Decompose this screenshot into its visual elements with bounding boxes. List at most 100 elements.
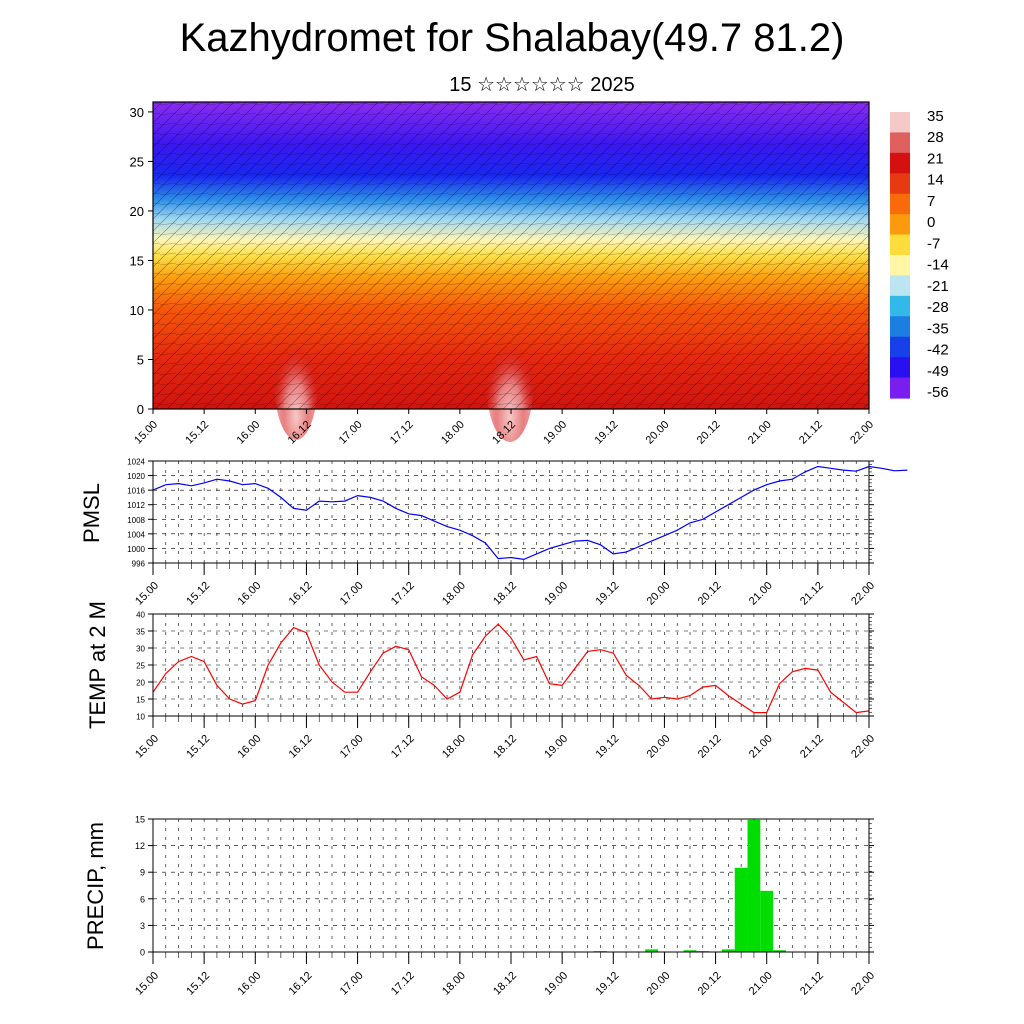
- precip-xtick-label: 15.12: [184, 970, 212, 998]
- precip-ytick-label: 6: [140, 894, 145, 904]
- chart-title: Kazhydromet for Shalabay(49.7 81.2): [179, 16, 845, 60]
- colorbar-swatch: [890, 377, 910, 399]
- xsec-xtick-label: 16.00: [234, 419, 262, 447]
- precip-xtick-label: 16.00: [235, 970, 263, 998]
- xsec-xtick-label: 20.00: [644, 419, 672, 447]
- colorbar-label: 7: [927, 193, 935, 210]
- precip-xtick-label: 16.12: [287, 970, 315, 998]
- pmsl-ytick-label: 1008: [127, 516, 145, 525]
- temp-ytick-label: 15: [136, 696, 145, 705]
- colorbar-label: -56: [927, 384, 949, 401]
- precip-xtick-label: 21.00: [747, 970, 775, 998]
- precip-ytick-label: 9: [140, 868, 145, 878]
- temp-ytick-label: 30: [136, 645, 145, 654]
- wind-field-lines-2: [153, 102, 869, 409]
- temp-xtick-label: 17.00: [338, 733, 366, 761]
- pmsl-xtick-label: 18.00: [440, 580, 468, 608]
- pmsl-xtick-label: 21.00: [747, 580, 775, 608]
- colorbar-swatch: [890, 234, 910, 256]
- xsec-xtick-label: 18.00: [439, 419, 467, 447]
- xsec-xtick-label: 21.00: [746, 419, 774, 447]
- precip-bar: [645, 949, 659, 952]
- precip-xtick-label: 17.00: [338, 970, 366, 998]
- colorbar-label: 35: [927, 108, 944, 125]
- pmsl-xtick-label: 16.00: [235, 580, 263, 608]
- colorbar-label: 21: [927, 150, 944, 167]
- xsec-xtick-label: 15.12: [183, 419, 211, 447]
- pmsl-ytick-label: 996: [132, 560, 146, 569]
- colorbar-swatch: [890, 255, 910, 277]
- precip-axis-label: PRECIP, mm: [83, 822, 108, 950]
- pmsl-xtick-label: 17.12: [389, 580, 417, 608]
- colorbar-swatch: [890, 214, 910, 236]
- xsec-ytick-label: 15: [130, 253, 144, 268]
- xsec-xtick-label: 19.00: [541, 419, 569, 447]
- xsec-ytick-label: 25: [130, 154, 144, 169]
- colorbar-label: -49: [927, 363, 949, 380]
- precip-ytick-label: 12: [135, 841, 145, 851]
- colorbar: 35 28 21 14 7 0 -7 -14 -21 -28 -35 -42 -49 -56: [890, 108, 949, 401]
- temp-xtick-label: 19.00: [542, 733, 570, 761]
- precip-ytick-label: 0: [140, 948, 145, 958]
- colorbar-label: -28: [927, 299, 949, 316]
- colorbar-swatch: [890, 152, 910, 174]
- precip-ytick-label: 15: [135, 815, 145, 825]
- precip-bar: [734, 867, 748, 952]
- xsec-xtick-label: 20.12: [695, 419, 723, 447]
- colorbar-label: 28: [927, 129, 944, 146]
- precip-bar: [721, 949, 735, 952]
- pmsl-ytick-label: 1024: [127, 458, 145, 467]
- pmsl-axis-label: PMSL: [79, 483, 104, 543]
- xsec-xtick-label: 22.00: [848, 419, 876, 447]
- pmsl-ytick-label: 1004: [127, 530, 145, 539]
- temp-axis-label: TEMP at 2 M: [85, 601, 110, 729]
- colorbar-swatch: [890, 295, 910, 317]
- precip-xtick-label: 18.00: [440, 970, 468, 998]
- colorbar-swatch: [890, 316, 910, 338]
- colorbar-swatch: [890, 173, 910, 195]
- temp-xtick-label: 20.12: [696, 733, 724, 761]
- xsec-xtick-label: 15.00: [132, 419, 160, 447]
- colorbar-swatch: [890, 193, 910, 215]
- precip-ytick-label: 3: [140, 921, 145, 931]
- pmsl-xtick-label: 15.00: [133, 580, 161, 608]
- xsec-xtick-label: 21.12: [797, 419, 825, 447]
- pmsl-xtick-label: 16.12: [287, 580, 315, 608]
- xsec-ytick-label: 30: [130, 105, 144, 120]
- precip-xtick-label: 18.12: [491, 970, 519, 998]
- temp-ytick-label: 35: [136, 628, 145, 637]
- precip-plot: PRECIP, mm 0 3 6 9 12 15 15.00 15.12 16.00 16.12 1…: [83, 815, 877, 998]
- precip-xtick-label: 20.12: [696, 970, 724, 998]
- pmsl-xtick-label: 15.12: [184, 580, 212, 608]
- temp-xtick-label: 15.00: [133, 733, 161, 761]
- colorbar-swatch: [890, 357, 910, 379]
- precip-xtick-label: 15.00: [133, 970, 161, 998]
- xsec-xtick-label: 17.12: [388, 419, 416, 447]
- temp-ytick-label: 20: [136, 679, 145, 688]
- temp-xtick-label: 15.12: [184, 733, 212, 761]
- colorbar-swatch: [890, 275, 910, 297]
- precip-xtick-label: 21.12: [798, 970, 826, 998]
- precip-xtick-label: 19.00: [542, 970, 570, 998]
- temp-xtick-label: 21.12: [798, 733, 826, 761]
- xsec-xtick-label: 19.12: [592, 419, 620, 447]
- temp-xtick-label: 16.12: [287, 733, 315, 761]
- colorbar-label: -21: [927, 278, 949, 295]
- pmsl-plot: PMSL 996 1000 1004 1008 1012 1016 1020 1024 15.0…: [79, 458, 908, 608]
- pmsl-xtick-label: 19.00: [542, 580, 570, 608]
- colorbar-swatch: [890, 132, 910, 154]
- pmsl-xtick-label: 20.00: [645, 580, 673, 608]
- temp-xtick-label: 21.00: [747, 733, 775, 761]
- precip-xtick-label: 22.00: [849, 970, 877, 998]
- pmsl-xtick-label: 18.12: [491, 580, 519, 608]
- xsec-ytick-label: 20: [130, 204, 144, 219]
- precip-bar: [760, 890, 774, 952]
- colorbar-label: -7: [927, 235, 940, 252]
- temp-ytick-label: 25: [136, 662, 145, 671]
- pmsl-frame: [152, 460, 870, 564]
- pmsl-ytick-label: 1000: [127, 545, 145, 554]
- temp-xtick-label: 18.12: [491, 733, 519, 761]
- xsec-ytick-label: 0: [137, 402, 144, 417]
